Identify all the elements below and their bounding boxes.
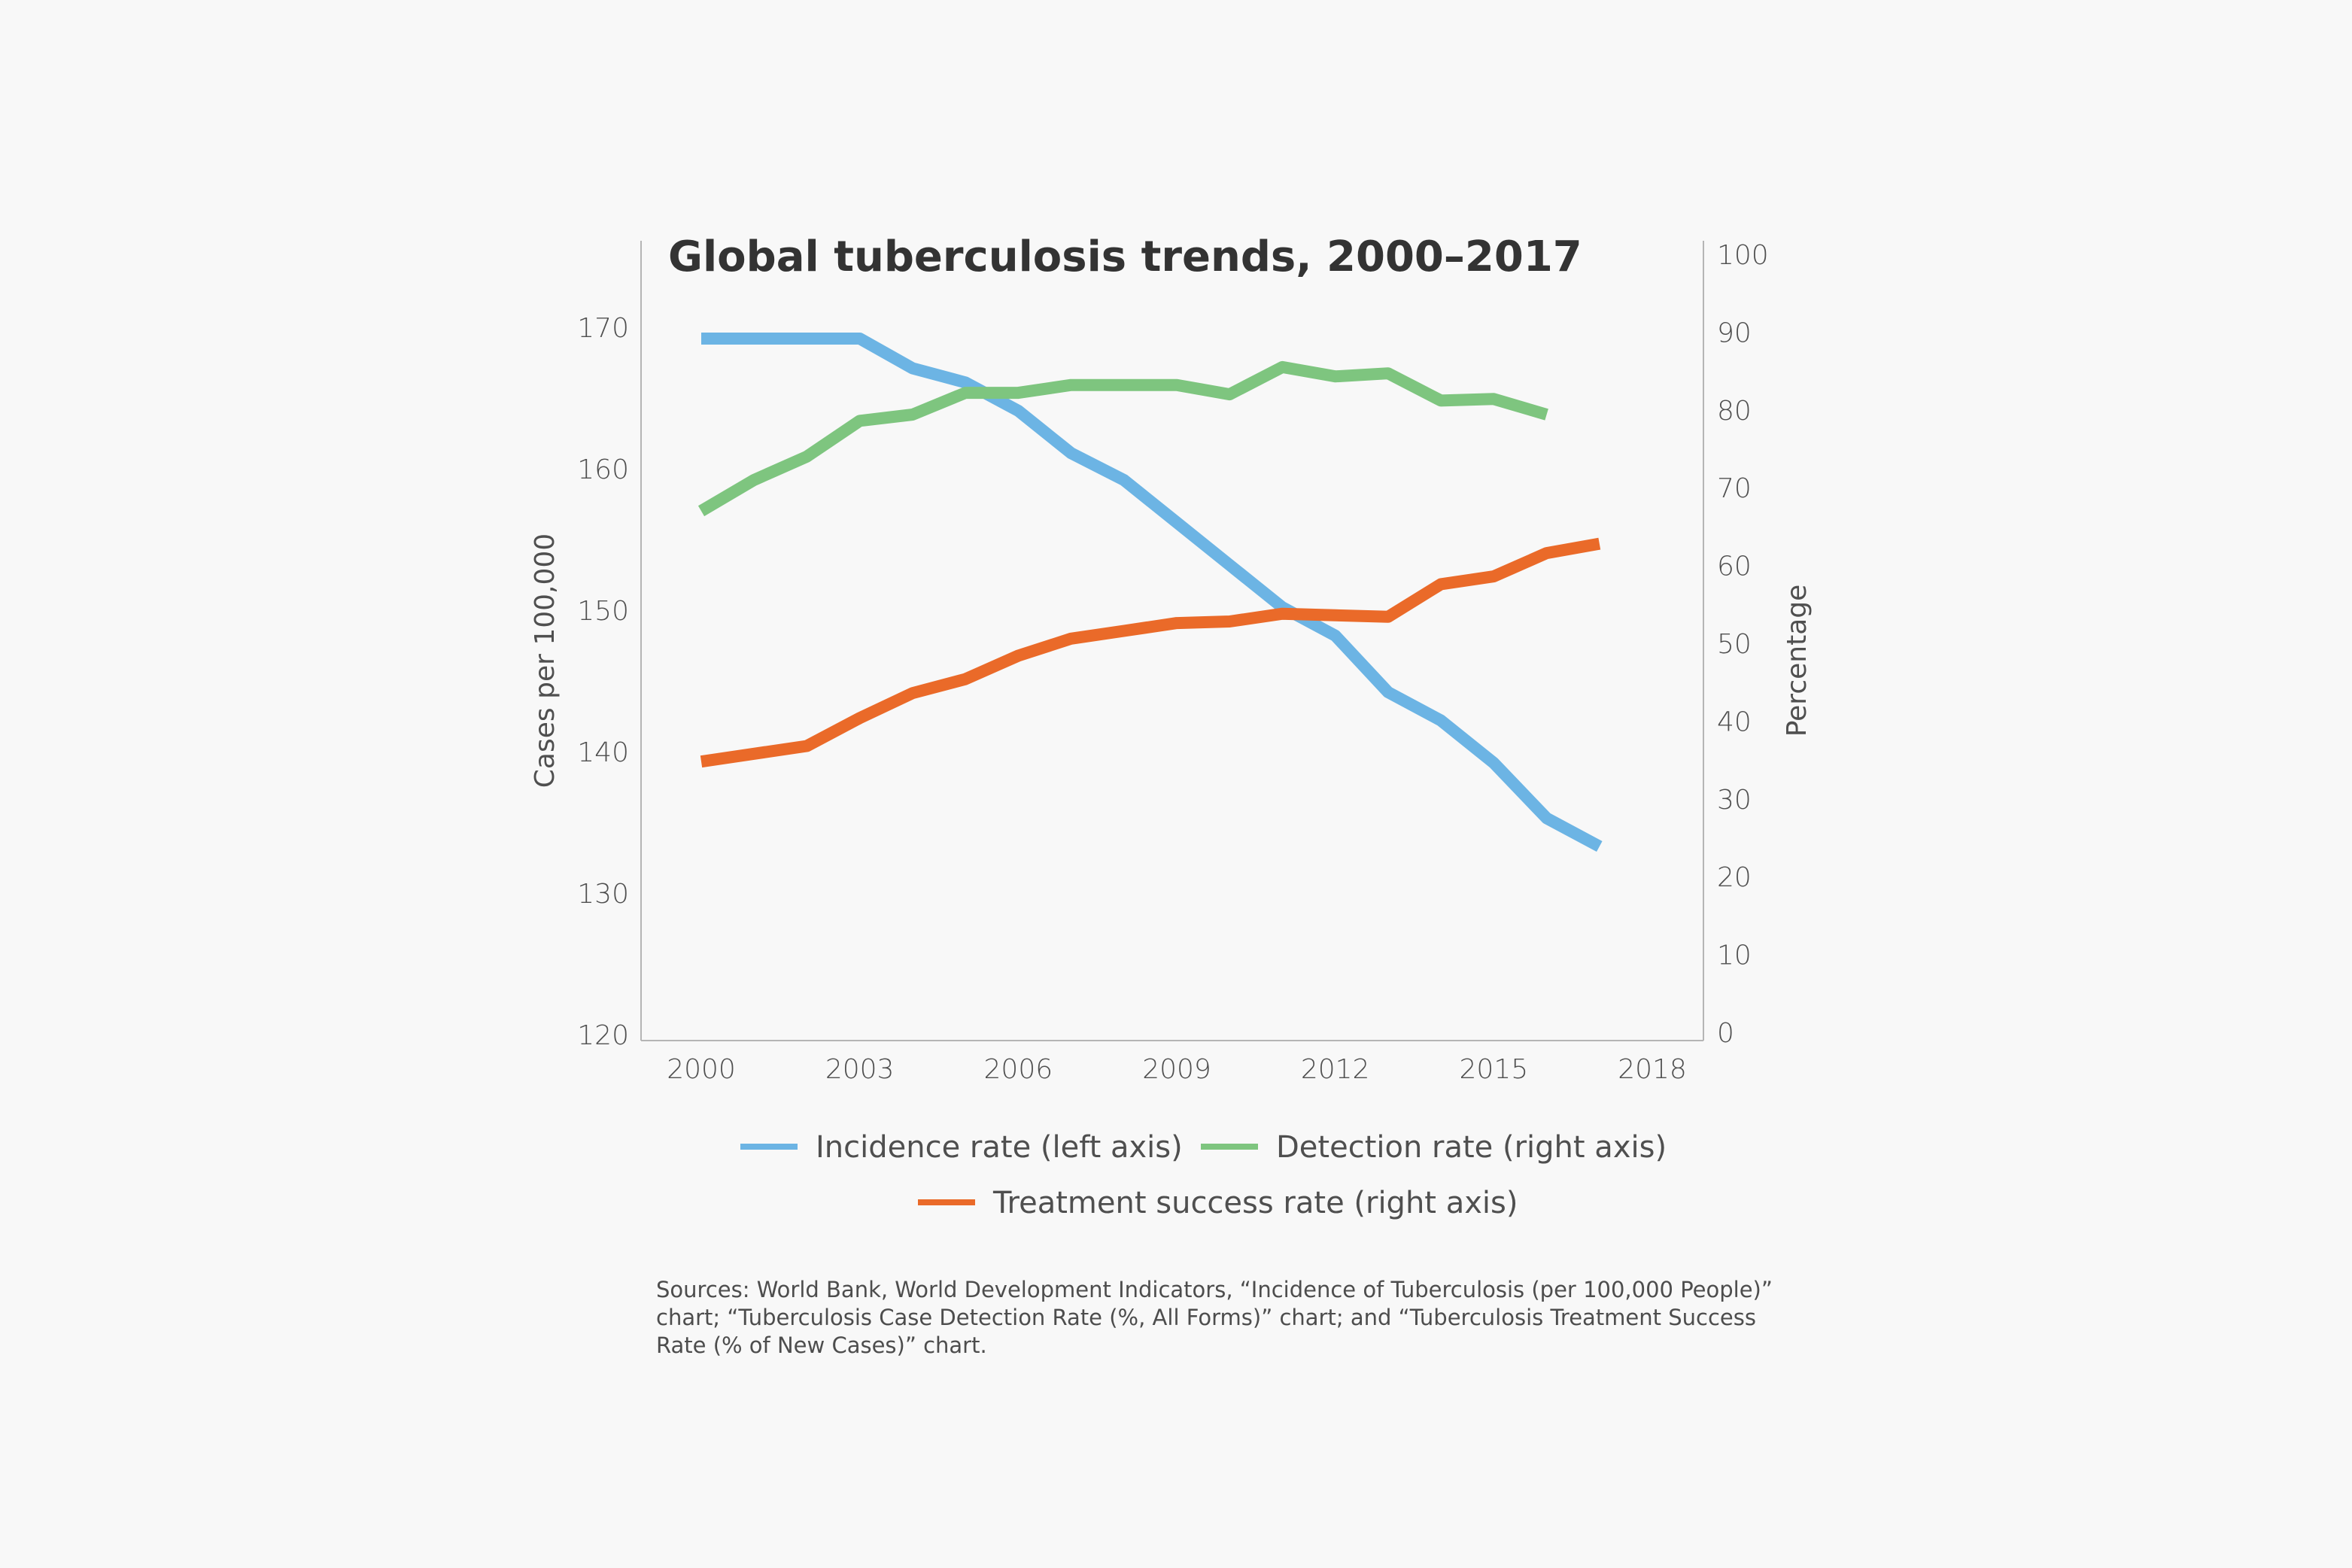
x-tick-label: 2009: [1142, 1054, 1211, 1085]
series-line-2: [697, 360, 1548, 517]
y-left-axis-label: Cases per 100,000: [530, 533, 561, 788]
chart-series-lines: [697, 333, 1603, 852]
y-right-tick-label: 10: [1717, 940, 1752, 971]
series-line-3: [700, 537, 1601, 768]
y-right-tick-label: 20: [1717, 862, 1752, 893]
x-tick-label: 2000: [667, 1054, 736, 1085]
y-right-tick-label: 40: [1717, 707, 1752, 737]
y-right-tick-label: 80: [1717, 396, 1752, 427]
y-left-tick-label: 130: [577, 879, 629, 910]
chart-axes: 120 130 140 150 160 170 0 10 20 30 40 50 60 70 80 90 100…: [530, 240, 1813, 1085]
series-line-1: [701, 333, 1603, 852]
y-right-tick-label: 60: [1717, 552, 1752, 582]
y-left-tick-label: 140: [577, 737, 629, 768]
y-right-axis-label: Percentage: [1782, 585, 1813, 737]
y-right-tick-label: 70: [1717, 473, 1752, 504]
y-right-tick-label: 50: [1717, 629, 1752, 660]
y-right-tick-label: 100: [1717, 240, 1769, 271]
chart-title: Global tuberculosis trends, 2000–2017: [668, 232, 1582, 281]
y-right-tick-label: 0: [1717, 1018, 1734, 1049]
x-tick-label: 2012: [1301, 1054, 1370, 1085]
legend-label-1: Incidence rate (left axis): [816, 1130, 1183, 1165]
x-tick-label: 2015: [1460, 1054, 1529, 1085]
legend-label-3: Treatment success rate (right axis): [992, 1186, 1518, 1220]
legend-label-2: Detection rate (right axis): [1276, 1130, 1667, 1165]
y-left-tick-label: 170: [577, 313, 629, 344]
y-left-tick-label: 160: [577, 454, 629, 485]
x-tick-label: 2006: [984, 1054, 1053, 1085]
y-right-tick-label: 30: [1717, 785, 1752, 816]
x-tick-label: 2018: [1618, 1054, 1687, 1085]
y-right-tick-label: 90: [1717, 318, 1752, 348]
x-tick-label: 2003: [825, 1054, 895, 1085]
chart-legend: Incidence rate (left axis) Detection rate…: [740, 1130, 1667, 1220]
y-left-tick-label: 120: [577, 1020, 629, 1051]
y-left-tick-label: 150: [577, 596, 629, 627]
source-note: Sources: World Bank, World Development I…: [656, 1277, 1773, 1358]
